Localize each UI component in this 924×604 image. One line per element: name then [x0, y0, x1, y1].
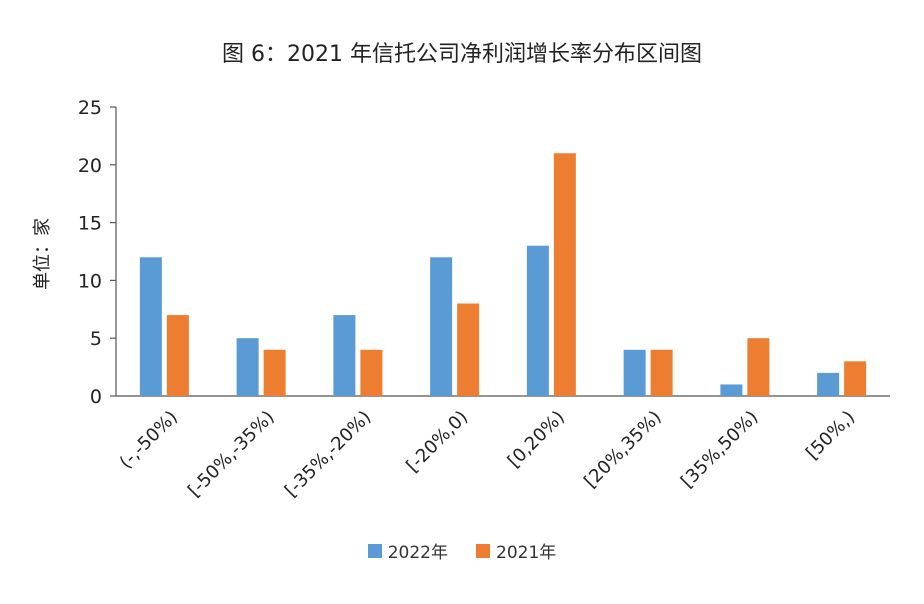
- x-tick-label: [0,20%): [504, 407, 569, 472]
- legend-swatch: [367, 543, 382, 558]
- bar-series-1: [720, 384, 743, 396]
- legend-label: 2021年: [496, 543, 557, 563]
- y-tick-label: 20: [78, 155, 102, 177]
- y-tick-label: 25: [78, 97, 102, 119]
- bar-series-1: [526, 245, 549, 396]
- y-axis-label: 单位：家: [32, 218, 53, 290]
- bar-series-1: [333, 315, 356, 396]
- bar-series-1: [817, 372, 840, 396]
- x-tick-label: [35%,50%): [677, 407, 762, 492]
- legend-item: 2022年: [367, 538, 448, 563]
- bar-series-1: [139, 257, 162, 396]
- x-tick-label: [-20%,0): [402, 407, 472, 477]
- x-tick-label: [-50%,-35%): [184, 407, 279, 502]
- bar-series-2: [650, 349, 673, 396]
- y-tick-label: 5: [90, 328, 102, 350]
- legend: 2022年 2021年: [0, 538, 924, 563]
- bar-series-1: [430, 257, 453, 396]
- bar-series-1: [623, 349, 646, 396]
- bar-series-2: [360, 349, 383, 396]
- chart-title: 图 6：2021 年信托公司净利润增长率分布区间图: [222, 42, 702, 67]
- x-tick-label: [20%,35%): [580, 407, 665, 492]
- bar-series-1: [236, 338, 259, 396]
- y-tick-label: 10: [78, 270, 102, 292]
- bar-series-2: [457, 303, 480, 396]
- bar-series-2: [844, 361, 867, 396]
- bar-series-2: [747, 338, 770, 396]
- bar-series-2: [166, 315, 189, 396]
- x-tick-label: [50%,): [802, 407, 859, 464]
- legend-item: 2021年: [476, 538, 556, 563]
- y-tick-label: 15: [78, 213, 102, 235]
- x-tick-label: [-35%,-20%): [281, 407, 376, 502]
- x-tick-label: (-,-50%): [116, 407, 182, 473]
- y-tick-label: 0: [90, 386, 102, 408]
- bar-series-2: [263, 349, 286, 396]
- legend-label: 2022年: [387, 543, 448, 563]
- legend-swatch: [476, 543, 490, 558]
- bar-series-2: [553, 153, 576, 396]
